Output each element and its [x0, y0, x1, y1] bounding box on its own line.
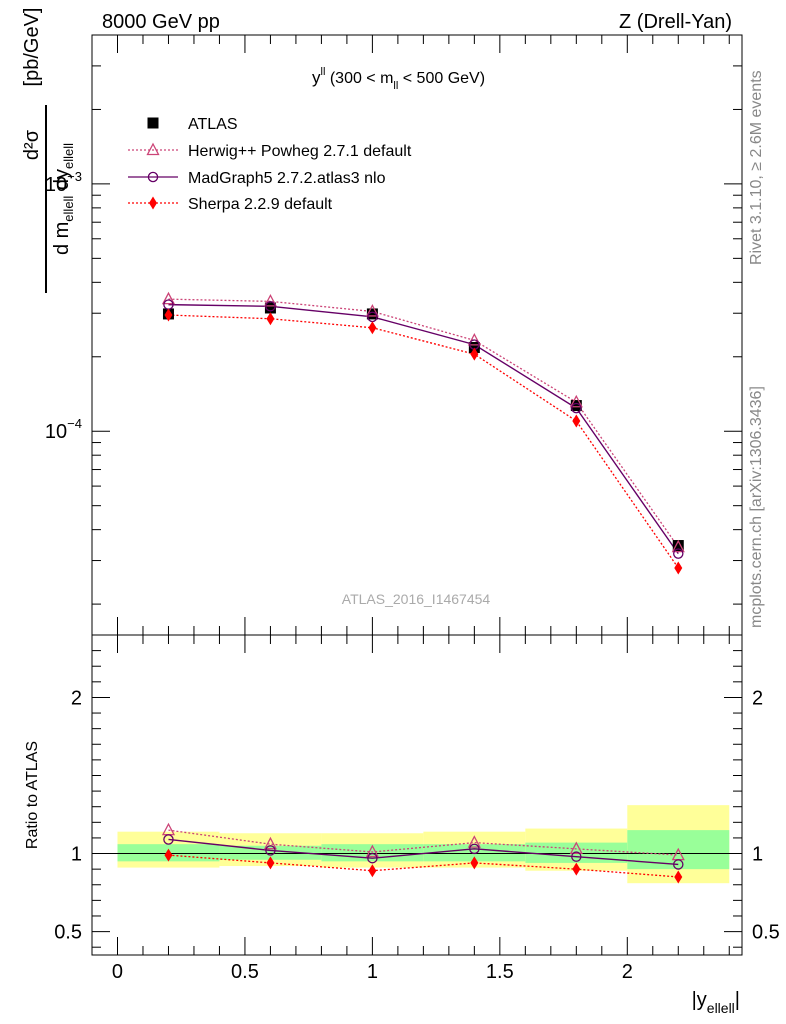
main-panel: 10−3 10−4 yll (300 < mll < 500 GeV) ATLAS…	[21, 8, 743, 636]
ratio-ticks: 0.5 0.5 1 1 2 2 0 0.5 1 1.5 2	[54, 634, 780, 983]
ratio-point-sherpa	[674, 870, 683, 884]
main-point-sherpa	[266, 312, 275, 326]
legend-label-madgraph: MadGraph5 2.7.2.atlas3 nlo	[188, 170, 386, 187]
main-point-atlas	[672, 540, 684, 552]
main-point-herwig	[365, 304, 379, 317]
mcplots-label: mcplots.cern.ch [arXiv:1306.3436]	[748, 386, 765, 628]
ylabel-unit: [pb/GeV]	[21, 8, 43, 87]
main-subtitle: yll (300 < mll < 500 GeV)	[312, 66, 485, 92]
ratio-point-madgraph	[265, 845, 276, 856]
main-ylabel: d²σ d mellell dyellell [pb/GeV]	[21, 8, 76, 293]
ylabel-numerator: d²σ	[21, 129, 43, 160]
ratio-ytick-label-right: 2	[752, 687, 763, 709]
legend-marker-sherpa	[149, 196, 157, 210]
main-ticks: 10−3 10−4	[45, 34, 742, 635]
ratio-point-herwig	[569, 841, 583, 855]
main-ytick-label: 10−3	[45, 169, 82, 196]
main-ytick-label: 10−4	[45, 416, 82, 443]
main-line-madgraph	[168, 303, 679, 555]
ratio-point-sherpa	[266, 856, 275, 870]
ratio-point-madgraph	[571, 851, 582, 862]
ratio-band-inner	[219, 845, 322, 860]
ratio-line-herwig	[168, 829, 679, 856]
main-point-atlas	[366, 308, 378, 320]
main-point-madgraph	[265, 301, 276, 312]
ratio-ytick-label-right: 1	[752, 844, 763, 866]
main-point-atlas	[468, 342, 480, 354]
xlabel: |yellell|	[692, 989, 740, 1016]
xtick-label: 1	[367, 961, 378, 983]
legend-entry-herwig: Herwig++ Powheg 2.7.1 default	[128, 142, 412, 160]
main-point-madgraph	[571, 402, 582, 414]
ratio-panel: 0.5 0.5 1 1 2 2 0 0.5 1 1.5 2 Ratio to ATLAS |yell…	[24, 634, 780, 1016]
main-line-sherpa	[168, 314, 679, 569]
legend: ATLAS Herwig++ Powheg 2.7.1 default MadGra…	[128, 116, 412, 213]
main-line-herwig	[168, 298, 679, 548]
ratio-ylabel: Ratio to ATLAS	[24, 741, 41, 849]
legend-label-atlas: ATLAS	[188, 116, 238, 133]
main-point-sherpa	[470, 347, 479, 361]
main-point-herwig	[569, 394, 583, 408]
main-marks	[161, 291, 685, 575]
ratio-frame	[91, 634, 743, 956]
main-point-herwig	[671, 539, 685, 553]
main-point-atlas	[264, 302, 276, 314]
ratio-point-madgraph	[163, 834, 174, 845]
legend-marker-atlas	[147, 117, 159, 129]
main-point-madgraph	[673, 548, 684, 559]
ratio-point-sherpa	[368, 864, 377, 878]
ratio-ytick-label-right: 0.5	[752, 922, 780, 944]
ratio-point-madgraph	[469, 843, 480, 855]
legend-label-herwig: Herwig++ Powheg 2.7.1 default	[188, 143, 412, 160]
main-point-herwig	[263, 293, 278, 307]
ratio-point-sherpa	[164, 848, 173, 862]
ratio-ytick-label-left: 0.5	[54, 922, 82, 944]
main-point-sherpa	[674, 561, 683, 575]
xtick-label: 0.5	[231, 961, 259, 983]
header-left: 8000 GeV pp	[102, 11, 220, 33]
ratio-point-herwig	[263, 836, 278, 850]
ratio-band-inner	[321, 844, 424, 862]
ratio-line-madgraph	[168, 838, 679, 866]
legend-entry-atlas: ATLAS	[147, 116, 238, 133]
main-point-sherpa	[572, 414, 581, 428]
main-point-sherpa	[164, 308, 173, 322]
main-point-sherpa	[368, 321, 377, 335]
xtick-label: 1.5	[486, 961, 514, 983]
ratio-ytick-label-left: 1	[71, 844, 82, 866]
ratio-band-inner	[423, 844, 526, 862]
ratio-ytick-label-left: 2	[71, 687, 82, 709]
rivet-label: Rivet 3.1.10, ≥ 2.6M events	[748, 70, 765, 265]
ratio-point-herwig	[365, 844, 379, 858]
ratio-marks	[161, 822, 685, 884]
main-point-herwig	[467, 332, 481, 346]
legend-entry-madgraph: MadGraph5 2.7.2.atlas3 nlo	[128, 170, 386, 187]
main-point-herwig	[161, 291, 176, 305]
ratio-point-sherpa	[572, 862, 581, 876]
ratio-line-sherpa	[168, 854, 679, 878]
xtick-label: 2	[622, 961, 633, 983]
legend-marker-herwig	[146, 142, 160, 156]
xtick-label: 0	[112, 961, 123, 983]
ratio-point-madgraph	[673, 859, 684, 870]
legend-label-sherpa: Sherpa 2.2.9 default	[188, 196, 333, 213]
legend-entry-sherpa: Sherpa 2.2.9 default	[128, 196, 333, 213]
watermark: ATLAS_2016_I1467454	[342, 591, 491, 607]
main-point-atlas	[570, 400, 582, 412]
ratio-bands	[92, 805, 742, 884]
ratio-point-sherpa	[470, 856, 479, 870]
legend-marker-madgraph	[147, 171, 159, 183]
ratio-point-herwig	[467, 835, 481, 848]
ylabel-denominator: d mellell dyellell	[51, 143, 76, 255]
ratio-point-madgraph	[367, 852, 378, 864]
header-right: Z (Drell-Yan)	[619, 11, 732, 33]
